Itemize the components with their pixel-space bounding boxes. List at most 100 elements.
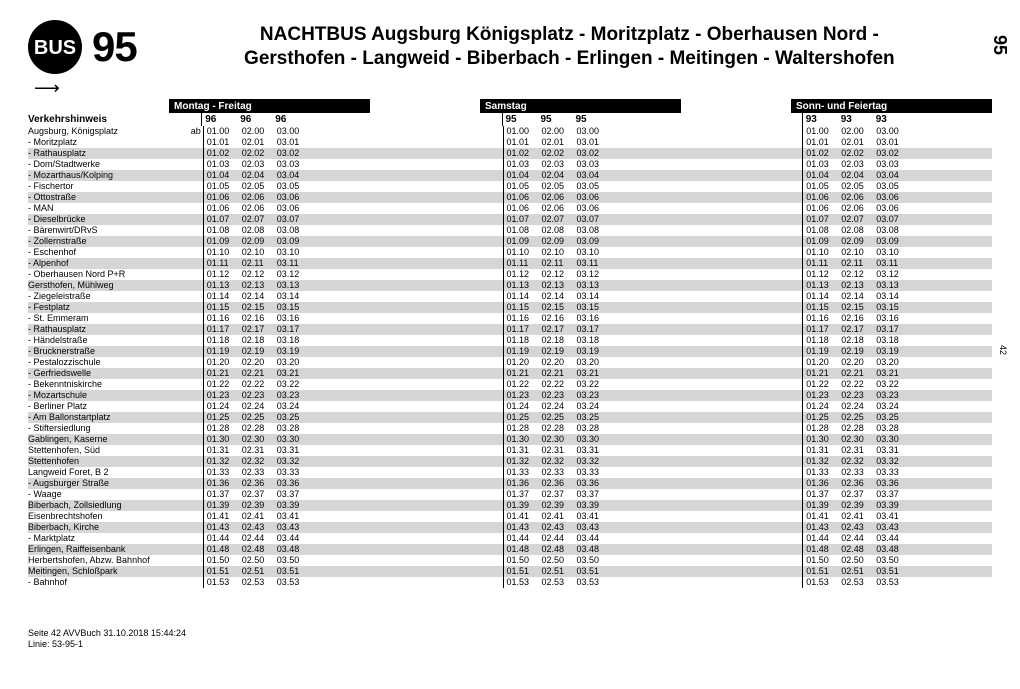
stop-name: - Stiftersiedlung: [28, 423, 188, 434]
time-cell: 01.10: [803, 247, 838, 258]
time-cell: 02.36: [539, 478, 574, 489]
time-cell: 03.41: [274, 511, 309, 522]
time-cell: 02.33: [539, 467, 574, 478]
table-row: Eisenbrechtshofen01.4102.4103.4101.4102.…: [28, 511, 992, 522]
time-cell: 03.21: [873, 368, 908, 379]
time-cell: 01.18: [204, 335, 239, 346]
time-cell: 01.30: [803, 434, 838, 445]
time-cell: 03.15: [873, 302, 908, 313]
time-cell: 01.48: [204, 544, 239, 555]
time-cell: 02.28: [239, 423, 274, 434]
time-cell: 03.06: [873, 203, 908, 214]
time-cell: 01.19: [204, 346, 239, 357]
time-cell: 03.19: [873, 346, 908, 357]
svg-text:BUS: BUS: [34, 37, 76, 59]
time-cell: 01.02: [803, 148, 838, 159]
time-cell: 02.16: [239, 313, 274, 324]
time-cell: 03.05: [574, 181, 609, 192]
stop-name: - Alpenhof: [28, 258, 188, 269]
time-cell: 01.00: [504, 126, 539, 137]
time-cell: 02.48: [239, 544, 274, 555]
time-cell: 02.21: [838, 368, 873, 379]
stop-name: - Bekenntniskirche: [28, 379, 188, 390]
time-cell: 01.10: [504, 247, 539, 258]
time-cell: 03.10: [873, 247, 908, 258]
time-cell: 03.22: [574, 379, 609, 390]
time-cell: 03.33: [274, 467, 309, 478]
ab-prefix: [188, 313, 203, 324]
table-row: - MAN01.0602.0603.0601.0602.0603.0601.06…: [28, 203, 992, 214]
table-row: - Bärenwirt/DRvS01.0802.0803.0801.0802.0…: [28, 225, 992, 236]
stop-name: - Pestalozzischule: [28, 357, 188, 368]
time-cell: 02.14: [838, 291, 873, 302]
time-cell: 01.51: [504, 566, 539, 577]
time-cell: 02.18: [239, 335, 274, 346]
side-page-number: 42: [998, 345, 1008, 355]
time-cell: 01.07: [803, 214, 838, 225]
time-cell: 02.50: [838, 555, 873, 566]
time-cell: 01.04: [803, 170, 838, 181]
time-cell: 03.37: [574, 489, 609, 500]
time-cell: 01.23: [204, 390, 239, 401]
time-cell: 02.13: [239, 280, 274, 291]
time-cell: 02.16: [838, 313, 873, 324]
time-cell: 01.02: [204, 148, 239, 159]
time-cell: 02.09: [539, 236, 574, 247]
time-cell: 02.39: [539, 500, 574, 511]
time-cell: 01.12: [504, 269, 539, 280]
time-cell: 03.08: [274, 225, 309, 236]
time-cell: 02.00: [838, 126, 873, 137]
ab-prefix: [188, 533, 203, 544]
ab-prefix: [188, 511, 203, 522]
time-cell: 02.14: [239, 291, 274, 302]
stop-name: Eisenbrechtshofen: [28, 511, 188, 522]
time-cell: 03.25: [274, 412, 309, 423]
time-cell: 01.36: [803, 478, 838, 489]
time-cell: 01.01: [204, 137, 239, 148]
time-cell: 02.24: [239, 401, 274, 412]
table-row: Gersthofen, Mühlweg01.1302.1303.1301.130…: [28, 280, 992, 291]
table-row: - Berliner Platz01.2402.2403.2401.2402.2…: [28, 401, 992, 412]
time-cell: 02.12: [239, 269, 274, 280]
table-row: - Ziegeleistraße01.1402.1403.1401.1402.1…: [28, 291, 992, 302]
time-cell: 02.06: [239, 203, 274, 214]
stop-name: - Fischertor: [28, 181, 188, 192]
time-cell: 01.06: [204, 203, 239, 214]
time-cell: 01.32: [803, 456, 838, 467]
time-cell: 02.22: [239, 379, 274, 390]
side-route-number: 95: [989, 35, 1010, 55]
time-cell: 01.00: [204, 126, 239, 137]
time-cell: 03.20: [274, 357, 309, 368]
time-cell: 03.48: [873, 544, 908, 555]
time-cell: 02.22: [539, 379, 574, 390]
time-cell: 02.33: [239, 467, 274, 478]
table-row: - Mozartschule01.2302.2303.2301.2302.230…: [28, 390, 992, 401]
time-cell: 03.14: [574, 291, 609, 302]
time-cell: 01.22: [204, 379, 239, 390]
table-row: Augsburg, Königsplatzab01.0002.0003.0001…: [28, 126, 992, 137]
time-cell: 03.41: [574, 511, 609, 522]
time-cell: 02.04: [539, 170, 574, 181]
time-cell: 03.07: [274, 214, 309, 225]
time-cell: 03.01: [274, 137, 309, 148]
time-cell: 02.06: [838, 192, 873, 203]
time-cell: 03.50: [574, 555, 609, 566]
stop-name: - Bahnhof: [28, 577, 188, 588]
time-cell: 03.14: [873, 291, 908, 302]
time-cell: 02.00: [539, 126, 574, 137]
ab-prefix: [188, 467, 203, 478]
time-cell: 03.50: [274, 555, 309, 566]
time-cell: 01.51: [803, 566, 838, 577]
route-label: 96: [202, 113, 237, 126]
time-cell: 01.16: [504, 313, 539, 324]
time-cell: 01.01: [803, 137, 838, 148]
stop-name: Herbertshofen, Abzw. Bahnhof: [28, 555, 188, 566]
time-cell: 02.28: [838, 423, 873, 434]
time-cell: 03.16: [873, 313, 908, 324]
time-cell: 03.32: [873, 456, 908, 467]
time-cell: 01.39: [504, 500, 539, 511]
time-cell: 02.39: [239, 500, 274, 511]
title-line-1: NACHTBUS Augsburg Königsplatz - Moritzpl…: [147, 23, 992, 47]
time-cell: 01.14: [803, 291, 838, 302]
time-cell: 03.36: [574, 478, 609, 489]
